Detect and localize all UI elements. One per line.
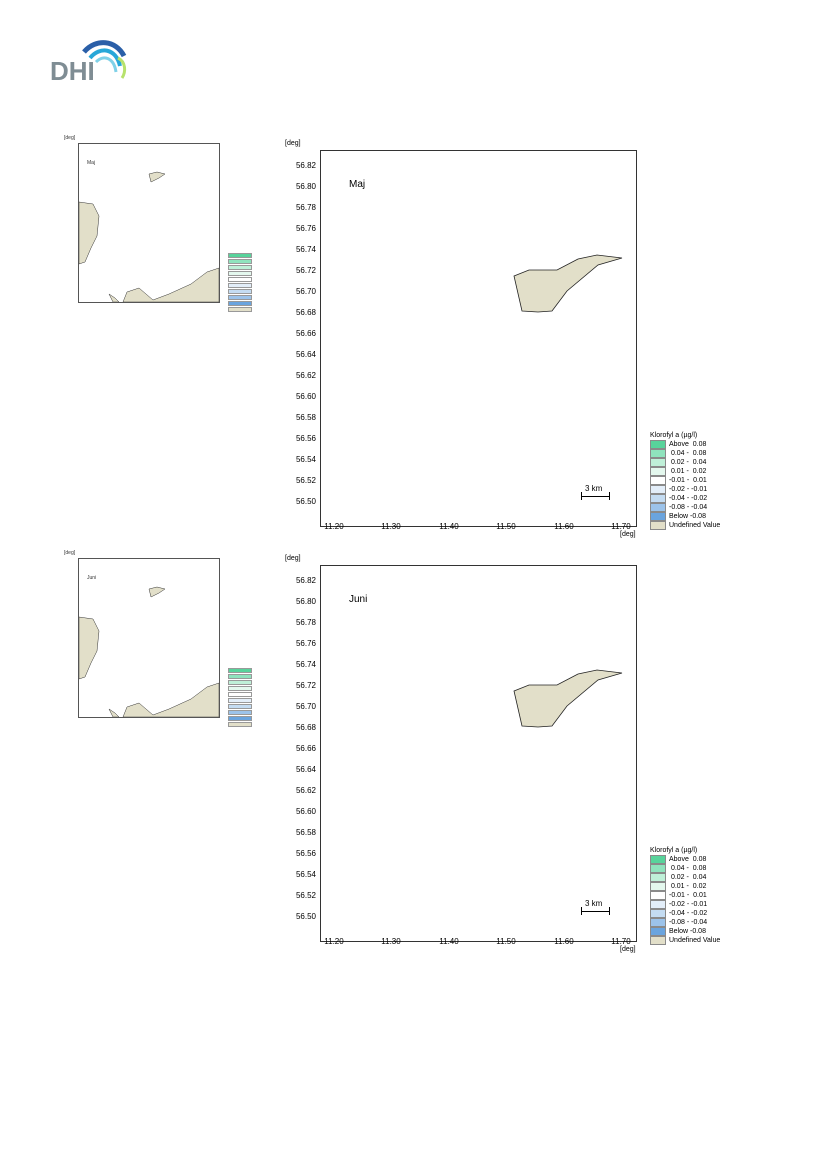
legend-item: 0.04 - 0.08 [650, 864, 760, 873]
y-tick: 56.56 [295, 849, 316, 858]
legend-item: Below -0.08 [650, 512, 760, 521]
y-tick: 56.50 [295, 497, 316, 506]
legend-item: -0.02 - -0.01 [650, 900, 760, 909]
x-tick: 11.30 [381, 937, 401, 946]
y-tick: 56.54 [295, 455, 316, 464]
y-tick: 56.62 [295, 371, 316, 380]
y-tick: 56.82 [295, 161, 316, 170]
color-legend: Klorofyl a (µg/l) Above 0.08 0.04 - 0.08… [650, 432, 760, 530]
y-tick: 56.64 [295, 350, 316, 359]
thumb-deg-label: [deg] [64, 135, 76, 141]
map-panel-maj: [deg] Maj 3 km 56.82 56.80 56.78 56.76 5… [285, 140, 720, 550]
x-axis-unit: [deg] [620, 946, 636, 953]
legend-item: -0.01 - 0.01 [650, 476, 760, 485]
dhi-logo-waves-icon [82, 40, 127, 79]
y-tick: 56.64 [295, 765, 316, 774]
y-tick: 56.50 [295, 912, 316, 921]
map-frame: Maj 3 km [320, 150, 637, 527]
y-tick: 56.82 [295, 576, 316, 585]
y-tick: 56.66 [295, 329, 316, 338]
map-panel-juni: [deg] Juni 3 km 56.82 56.80 56.78 56.76 … [285, 555, 720, 965]
legend-item: Above 0.08 [650, 440, 760, 449]
dhi-logo-text: DHI [50, 56, 95, 86]
legend-item: Undefined Value [650, 936, 760, 945]
y-tick: 56.58 [295, 828, 316, 837]
legend-item: 0.01 - 0.02 [650, 882, 760, 891]
thumb-legend [228, 253, 252, 313]
x-tick: 11.60 [554, 522, 574, 531]
y-tick: 56.72 [295, 266, 316, 275]
y-tick: 56.60 [295, 807, 316, 816]
y-tick: 56.72 [295, 681, 316, 690]
legend-item: -0.02 - -0.01 [650, 485, 760, 494]
legend-title: Klorofyl a (µg/l) [650, 847, 698, 854]
legend-item: -0.08 - -0.04 [650, 503, 760, 512]
y-tick: 56.80 [295, 182, 316, 191]
month-label: Maj [349, 179, 366, 190]
y-tick: 56.70 [295, 702, 316, 711]
y-tick: 56.52 [295, 476, 316, 485]
x-tick: 11.70 [611, 937, 631, 946]
legend-title: Klorofyl a (µg/l) [650, 432, 698, 439]
y-tick: 56.74 [295, 660, 316, 669]
y-tick: 56.78 [295, 618, 316, 627]
y-tick: 56.68 [295, 723, 316, 732]
y-tick: 56.58 [295, 413, 316, 422]
map-frame: Juni 3 km [320, 565, 637, 942]
scale-label: 3 km [585, 484, 603, 493]
y-tick: 56.68 [295, 308, 316, 317]
x-tick: 11.50 [496, 937, 516, 946]
y-tick: 56.60 [295, 392, 316, 401]
y-tick: 56.74 [295, 245, 316, 254]
thumb-month: Maj [87, 160, 96, 166]
x-tick: 11.60 [554, 937, 574, 946]
y-axis-unit: [deg] [285, 140, 301, 147]
x-tick: 11.70 [611, 522, 631, 531]
legend-item: Above 0.08 [650, 855, 760, 864]
thumb-legend [228, 668, 252, 728]
y-tick: 56.78 [295, 203, 316, 212]
x-axis-unit: [deg] [620, 531, 636, 538]
thumb-frame: Maj [78, 143, 220, 303]
y-tick: 56.62 [295, 786, 316, 795]
x-tick: 11.20 [324, 937, 344, 946]
dhi-logo: DHI [50, 36, 130, 86]
legend-item: 0.04 - 0.08 [650, 449, 760, 458]
y-tick: 56.54 [295, 870, 316, 879]
y-axis-unit: [deg] [285, 555, 301, 562]
x-tick: 11.20 [324, 522, 344, 531]
legend-item: 0.02 - 0.04 [650, 458, 760, 467]
legend-item: 0.01 - 0.02 [650, 467, 760, 476]
y-tick: 56.70 [295, 287, 316, 296]
legend-item: -0.08 - -0.04 [650, 918, 760, 927]
thumbnail-map-maj: [deg] Maj [60, 135, 252, 320]
y-tick: 56.76 [295, 224, 316, 233]
legend-item: Undefined Value [650, 521, 760, 530]
y-tick: 56.66 [295, 744, 316, 753]
island-shape [513, 669, 623, 728]
legend-item: -0.01 - 0.01 [650, 891, 760, 900]
y-tick: 56.80 [295, 597, 316, 606]
x-tick: 11.50 [496, 522, 516, 531]
thumb-land [79, 586, 219, 717]
thumb-land [79, 171, 219, 302]
x-tick: 11.30 [381, 522, 401, 531]
legend-item: 0.02 - 0.04 [650, 873, 760, 882]
thumb-frame: Juni [78, 558, 220, 718]
x-tick: 11.40 [439, 522, 459, 531]
thumb-month: Juni [87, 575, 97, 581]
island-shape [513, 254, 623, 313]
scale-label: 3 km [585, 899, 603, 908]
month-label: Juni [349, 594, 368, 605]
color-legend: Klorofyl a (µg/l) Above 0.08 0.04 - 0.08… [650, 847, 760, 945]
thumb-deg-label: [deg] [64, 550, 76, 556]
y-tick: 56.56 [295, 434, 316, 443]
y-tick: 56.76 [295, 639, 316, 648]
y-tick: 56.52 [295, 891, 316, 900]
x-tick: 11.40 [439, 937, 459, 946]
legend-item: Below -0.08 [650, 927, 760, 936]
legend-item: -0.04 - -0.02 [650, 494, 760, 503]
thumbnail-map-juni: [deg] Juni [60, 550, 252, 735]
legend-item: -0.04 - -0.02 [650, 909, 760, 918]
